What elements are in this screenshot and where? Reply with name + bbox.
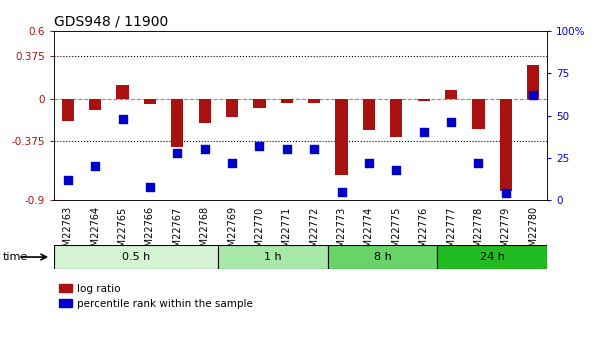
Point [474,160,483,166]
Bar [499,99,512,191]
Text: 1 h: 1 h [264,252,282,262]
Point [447,120,456,125]
Text: 8 h: 8 h [374,252,391,262]
Point [310,147,319,152]
Bar [171,99,183,147]
Point [419,130,429,135]
Point [364,160,374,166]
Point [118,116,127,122]
Bar [198,99,211,124]
Bar [328,245,438,269]
Point [63,177,73,183]
Bar [308,99,320,103]
Text: 0.5 h: 0.5 h [122,252,150,262]
Bar [253,99,266,108]
Bar [54,245,218,269]
Point [501,190,511,196]
Text: time: time [3,252,28,262]
Bar [472,99,484,129]
Point [172,150,182,156]
Point [528,92,538,98]
Bar [527,65,539,99]
Point [145,184,154,189]
Point [391,167,401,172]
Text: 24 h: 24 h [480,252,505,262]
Point [282,147,291,152]
Point [200,147,210,152]
Bar [218,245,328,269]
Point [255,143,264,149]
Bar [117,85,129,99]
Bar [390,99,403,137]
Bar [226,99,238,117]
Bar [335,99,348,175]
Bar [281,99,293,103]
Legend: log ratio, percentile rank within the sample: log ratio, percentile rank within the sa… [59,284,253,309]
Bar [144,99,156,104]
Point [90,164,100,169]
Point [337,189,346,195]
Text: GDS948 / 11900: GDS948 / 11900 [54,14,168,29]
Bar [418,99,430,101]
Bar [445,90,457,99]
Point [227,160,237,166]
Bar [438,245,547,269]
Bar [62,99,74,121]
Bar [89,99,102,110]
Bar [363,99,375,130]
